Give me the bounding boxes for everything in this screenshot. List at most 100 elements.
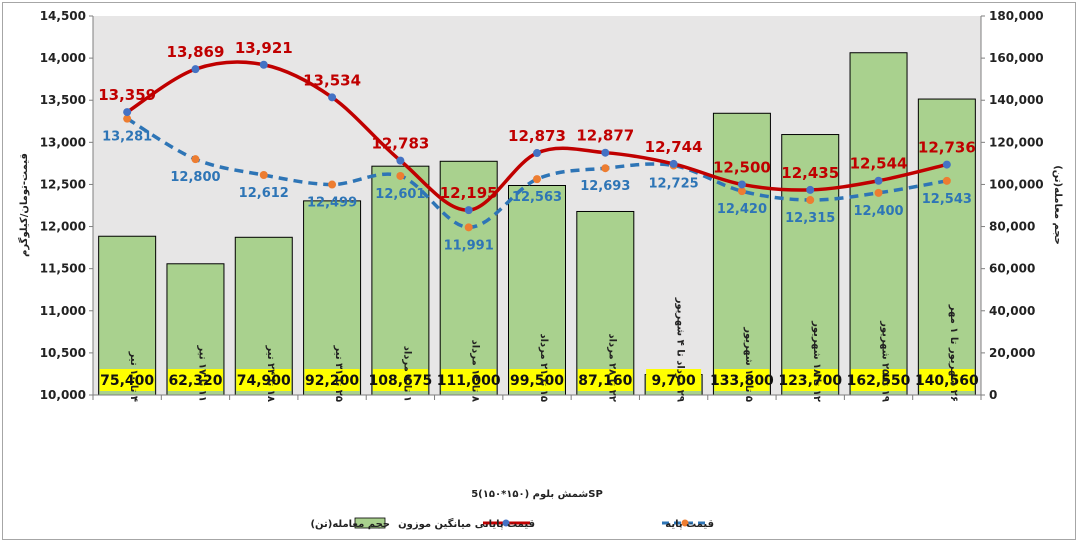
x-axis-title: شمش بلوم (۱۵۰*۱۵۰)5SP bbox=[471, 489, 603, 500]
base-price-label: 12,420 bbox=[717, 202, 767, 217]
final-price-label: 13,359 bbox=[98, 86, 156, 104]
right-tick-label: 0 bbox=[989, 388, 997, 402]
volume-label-bg bbox=[236, 369, 292, 391]
volume-label-bg bbox=[782, 369, 838, 391]
volume-label-bg bbox=[372, 369, 428, 391]
right-tick-label: 40,000 bbox=[989, 304, 1035, 318]
legend-marker-base-price bbox=[681, 519, 689, 527]
volume-bar bbox=[849, 52, 908, 396]
legend-item-base-price: قیمت پایه bbox=[662, 519, 714, 530]
right-tick-label: 60,000 bbox=[989, 262, 1035, 276]
volume-label-bg bbox=[919, 369, 975, 391]
base-price-label: 12,315 bbox=[785, 211, 835, 226]
volume-label: 162,550 bbox=[847, 373, 911, 389]
volume-label: 92,200 bbox=[305, 373, 359, 389]
legend-swatch-volume bbox=[354, 517, 386, 529]
base-price-marker bbox=[874, 188, 883, 197]
category-label: ۸ تا ۱۴ مرداد bbox=[470, 340, 481, 402]
final-price-label: 13,921 bbox=[235, 39, 293, 57]
base-price-label: 11,991 bbox=[444, 238, 494, 253]
base-price-marker bbox=[601, 164, 610, 173]
volume-label-bg bbox=[509, 369, 565, 391]
right-tick-label: 20,000 bbox=[989, 346, 1035, 360]
left-tick-label: 14,500 bbox=[40, 9, 86, 23]
base-price-label: 12,543 bbox=[922, 192, 972, 207]
base-price-marker bbox=[396, 171, 405, 180]
base-price-label: 12,800 bbox=[170, 170, 220, 185]
final-price-marker bbox=[191, 65, 200, 74]
volume-label: 99,500 bbox=[510, 373, 564, 389]
final-price-label: 12,435 bbox=[781, 164, 839, 182]
base-price-label: 12,601 bbox=[375, 187, 425, 202]
left-tick-label: 12,500 bbox=[40, 177, 86, 191]
final-price-label: 12,195 bbox=[440, 184, 498, 202]
volume-label: 111,000 bbox=[437, 373, 501, 389]
left-tick-label: 12,000 bbox=[40, 220, 86, 234]
volume-label: 9,700 bbox=[651, 373, 696, 389]
right-axis-ticks: 0 20,000 40,000 60,000 80,000 100,000 120,000 1… bbox=[981, 9, 1044, 402]
category-label: ۵ تا ۱۱ شهریور bbox=[743, 326, 754, 402]
final-price-label: 12,544 bbox=[850, 155, 908, 173]
volume-label-bg bbox=[441, 369, 497, 391]
base-price-label: 12,563 bbox=[512, 190, 562, 205]
legend-label-final-price: قیمت پایانی میانگین موزون bbox=[398, 517, 535, 530]
final-price-label: 13,534 bbox=[303, 71, 361, 89]
base-price-marker bbox=[123, 114, 132, 123]
volume-label: 140,560 bbox=[915, 373, 979, 389]
legend-item-final-price: قیمت پایانی میانگین موزون bbox=[398, 517, 535, 530]
base-price-label: 12,499 bbox=[307, 196, 357, 211]
volume-bar bbox=[303, 200, 362, 396]
legend-item-volume: حجم معامله(تن) bbox=[310, 517, 390, 530]
base-price-marker bbox=[328, 180, 337, 189]
category-label: ۴ تا ۱۰ تیر bbox=[128, 351, 139, 402]
final-price-label: 13,869 bbox=[167, 43, 225, 61]
volume-label-bg bbox=[304, 369, 360, 391]
left-tick-label: 11,000 bbox=[40, 304, 86, 318]
volume-bar bbox=[712, 112, 771, 396]
volume-label-bg bbox=[99, 369, 155, 391]
legend: حجم معامله(تن) قیمت پایانی میانگین موزون… bbox=[310, 517, 714, 530]
base-price-label: 12,400 bbox=[853, 204, 903, 219]
final-price-marker bbox=[464, 206, 473, 215]
volume-label-bg bbox=[851, 369, 907, 391]
left-tick-label: 13,500 bbox=[40, 93, 86, 107]
volume-label: 62,320 bbox=[168, 373, 222, 389]
volume-label-bg bbox=[577, 369, 633, 391]
final-price-marker bbox=[669, 159, 678, 168]
final-price-marker bbox=[942, 160, 951, 169]
category-label: ۲۵ تا ۳۱ تیر bbox=[333, 345, 344, 402]
base-price-marker bbox=[942, 176, 951, 185]
left-tick-label: 10,500 bbox=[40, 346, 86, 360]
right-tick-label: 120,000 bbox=[989, 135, 1044, 149]
volume-label: 133,800 bbox=[710, 373, 774, 389]
volume-label-bg bbox=[167, 369, 223, 391]
final-price-marker bbox=[806, 185, 815, 194]
final-price-marker bbox=[328, 93, 337, 102]
final-price-marker bbox=[874, 176, 883, 185]
base-price-marker bbox=[464, 223, 473, 232]
left-tick-label: 10,000 bbox=[40, 388, 86, 402]
volume-label: 108,675 bbox=[369, 373, 433, 389]
final-price-label: 12,744 bbox=[645, 138, 703, 156]
volume-label: 87,160 bbox=[578, 373, 632, 389]
base-price-marker bbox=[259, 171, 268, 180]
category-label: ۱۵ تا ۲۱ مرداد bbox=[538, 333, 549, 402]
right-tick-label: 100,000 bbox=[989, 177, 1044, 191]
category-label: ۱۲ تا ۱۸ شهریور bbox=[811, 320, 822, 402]
volume-bar bbox=[781, 134, 840, 396]
final-price-label: 12,736 bbox=[918, 139, 976, 157]
final-price-marker bbox=[601, 148, 610, 157]
volume-label: 74,900 bbox=[237, 373, 291, 389]
volume-bar bbox=[508, 184, 566, 396]
right-axis-title: حجم معامله(تن) bbox=[1052, 165, 1063, 245]
final-price-label: 12,783 bbox=[371, 135, 429, 153]
legend-label-base-price: قیمت پایه bbox=[665, 519, 714, 530]
final-price-series bbox=[123, 60, 951, 215]
right-tick-label: 80,000 bbox=[989, 220, 1035, 234]
left-tick-label: 14,000 bbox=[40, 51, 86, 65]
final-price-label: 12,877 bbox=[576, 127, 634, 145]
right-tick-label: 140,000 bbox=[989, 93, 1044, 107]
volume-bar bbox=[576, 210, 635, 396]
volume-label: 123,700 bbox=[778, 373, 842, 389]
